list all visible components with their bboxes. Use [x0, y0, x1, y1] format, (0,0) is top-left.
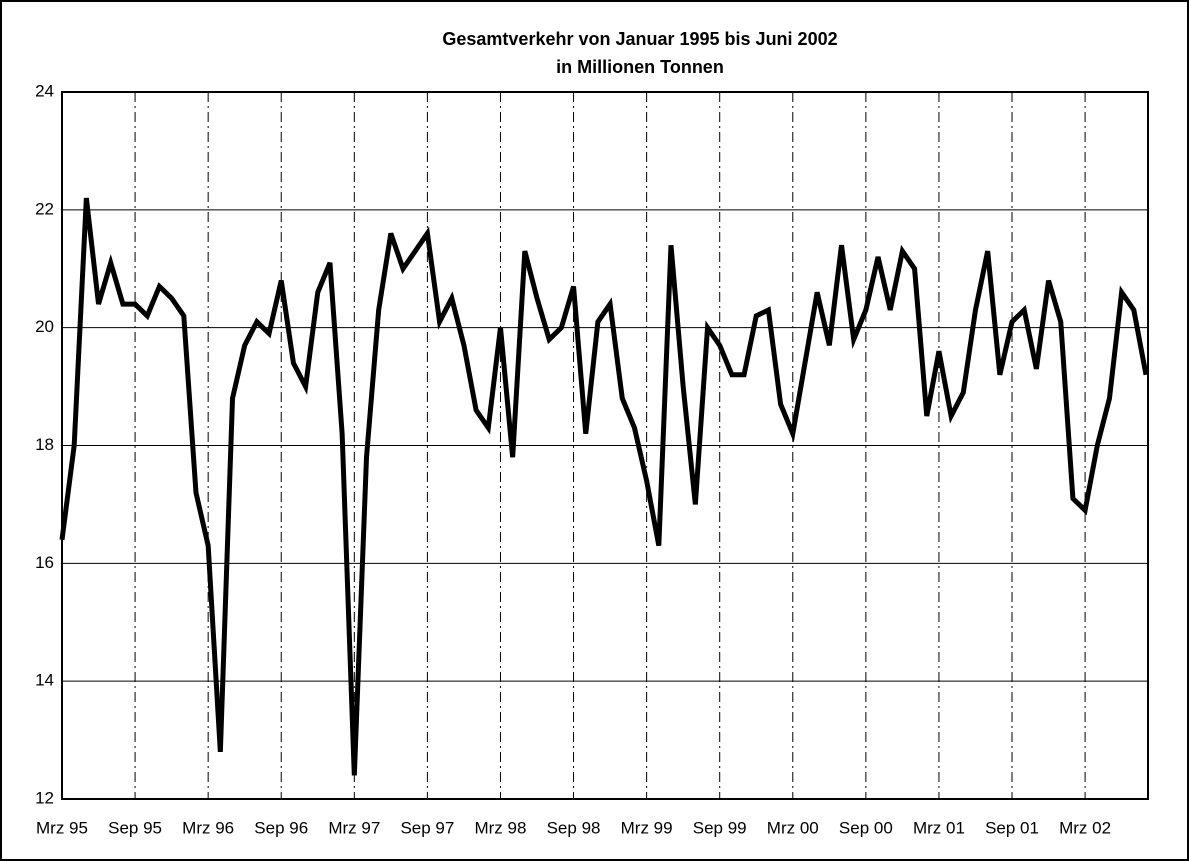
- x-tick-label: Mrz 96: [182, 818, 234, 837]
- y-tick-label: 20: [35, 317, 54, 336]
- x-tick-label: Sep 97: [400, 818, 454, 837]
- x-tick-label: Sep 95: [108, 818, 162, 837]
- x-tick-label: Mrz 99: [621, 818, 673, 837]
- x-tick-label: Sep 96: [254, 818, 308, 837]
- y-tick-label: 18: [35, 435, 54, 454]
- x-tick-label: Mrz 00: [767, 818, 819, 837]
- x-tick-label: Mrz 01: [913, 818, 965, 837]
- x-tick-label: Sep 01: [985, 818, 1039, 837]
- y-tick-label: 12: [35, 788, 54, 807]
- data-line: [59, 197, 1149, 776]
- x-tick-label: Mrz 02: [1059, 818, 1111, 837]
- chart-title: Gesamtverkehr von Januar 1995 bis Juni 2…: [442, 29, 837, 49]
- x-tick-label: Sep 00: [839, 818, 893, 837]
- y-tick-label: 16: [35, 553, 54, 572]
- x-tick-label: Mrz 98: [474, 818, 526, 837]
- x-tick-label: Mrz 95: [36, 818, 88, 837]
- x-tick-label: Mrz 97: [328, 818, 380, 837]
- x-tick-label: Sep 98: [547, 818, 601, 837]
- plot-area: [61, 91, 1149, 800]
- y-tick-label: 24: [35, 81, 54, 100]
- y-tick-label: 22: [35, 199, 54, 218]
- chart-subtitle: in Millionen Tonnen: [556, 57, 724, 77]
- y-tick-label: 14: [35, 671, 54, 690]
- x-tick-label: Sep 99: [693, 818, 747, 837]
